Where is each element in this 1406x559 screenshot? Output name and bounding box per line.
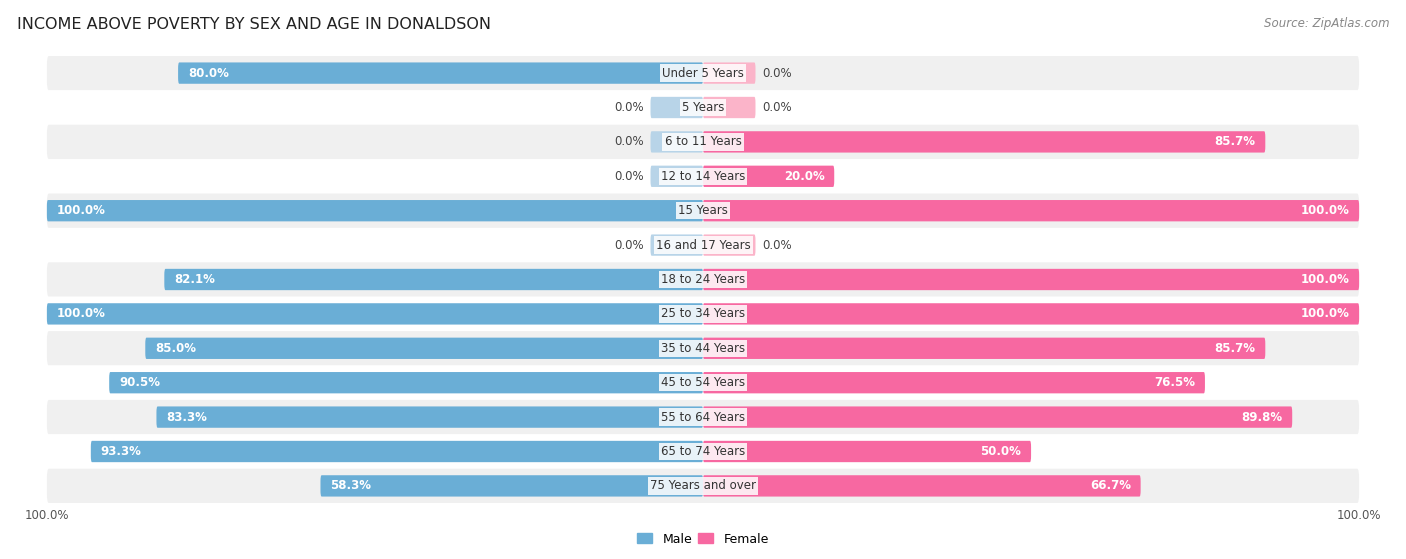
Text: 0.0%: 0.0% — [614, 135, 644, 148]
Text: INCOME ABOVE POVERTY BY SEX AND AGE IN DONALDSON: INCOME ABOVE POVERTY BY SEX AND AGE IN D… — [17, 17, 491, 32]
FancyBboxPatch shape — [703, 131, 1265, 153]
Text: Under 5 Years: Under 5 Years — [662, 67, 744, 79]
Text: 80.0%: 80.0% — [188, 67, 229, 79]
Text: 66.7%: 66.7% — [1090, 480, 1130, 492]
FancyBboxPatch shape — [651, 97, 703, 118]
FancyBboxPatch shape — [46, 125, 1360, 159]
Text: 0.0%: 0.0% — [762, 101, 792, 114]
FancyBboxPatch shape — [156, 406, 703, 428]
Text: 50.0%: 50.0% — [980, 445, 1021, 458]
FancyBboxPatch shape — [703, 303, 1360, 325]
Text: 89.8%: 89.8% — [1241, 411, 1282, 424]
Text: 58.3%: 58.3% — [330, 480, 371, 492]
FancyBboxPatch shape — [703, 269, 1360, 290]
FancyBboxPatch shape — [703, 165, 834, 187]
FancyBboxPatch shape — [651, 165, 703, 187]
FancyBboxPatch shape — [321, 475, 703, 496]
Text: 20.0%: 20.0% — [783, 170, 824, 183]
Text: 100.0%: 100.0% — [56, 204, 105, 217]
FancyBboxPatch shape — [703, 338, 1265, 359]
FancyBboxPatch shape — [46, 331, 1360, 366]
FancyBboxPatch shape — [46, 193, 1360, 228]
Text: Source: ZipAtlas.com: Source: ZipAtlas.com — [1264, 17, 1389, 30]
Text: 90.5%: 90.5% — [120, 376, 160, 389]
Text: 18 to 24 Years: 18 to 24 Years — [661, 273, 745, 286]
FancyBboxPatch shape — [145, 338, 703, 359]
FancyBboxPatch shape — [110, 372, 703, 394]
Text: 12 to 14 Years: 12 to 14 Years — [661, 170, 745, 183]
Text: 100.0%: 100.0% — [1301, 273, 1350, 286]
Text: 0.0%: 0.0% — [614, 170, 644, 183]
FancyBboxPatch shape — [46, 159, 1360, 193]
FancyBboxPatch shape — [46, 228, 1360, 262]
FancyBboxPatch shape — [46, 366, 1360, 400]
FancyBboxPatch shape — [46, 56, 1360, 91]
FancyBboxPatch shape — [46, 200, 703, 221]
FancyBboxPatch shape — [703, 97, 755, 118]
FancyBboxPatch shape — [703, 234, 755, 256]
FancyBboxPatch shape — [703, 200, 1360, 221]
FancyBboxPatch shape — [703, 475, 1140, 496]
Text: 100.0%: 100.0% — [1301, 204, 1350, 217]
Text: 76.5%: 76.5% — [1154, 376, 1195, 389]
Text: 85.0%: 85.0% — [155, 342, 195, 355]
FancyBboxPatch shape — [703, 441, 1031, 462]
Text: 35 to 44 Years: 35 to 44 Years — [661, 342, 745, 355]
FancyBboxPatch shape — [46, 400, 1360, 434]
FancyBboxPatch shape — [703, 63, 755, 84]
Text: 100.0%: 100.0% — [1301, 307, 1350, 320]
FancyBboxPatch shape — [651, 131, 703, 153]
Text: 75 Years and over: 75 Years and over — [650, 480, 756, 492]
Text: 85.7%: 85.7% — [1215, 135, 1256, 148]
Text: 0.0%: 0.0% — [762, 239, 792, 252]
Legend: Male, Female: Male, Female — [633, 528, 773, 551]
Text: 25 to 34 Years: 25 to 34 Years — [661, 307, 745, 320]
Text: 16 and 17 Years: 16 and 17 Years — [655, 239, 751, 252]
FancyBboxPatch shape — [165, 269, 703, 290]
Text: 0.0%: 0.0% — [762, 67, 792, 79]
FancyBboxPatch shape — [46, 468, 1360, 503]
FancyBboxPatch shape — [91, 441, 703, 462]
Text: 93.3%: 93.3% — [101, 445, 142, 458]
FancyBboxPatch shape — [46, 262, 1360, 297]
FancyBboxPatch shape — [46, 303, 703, 325]
Text: 15 Years: 15 Years — [678, 204, 728, 217]
Text: 5 Years: 5 Years — [682, 101, 724, 114]
FancyBboxPatch shape — [703, 406, 1292, 428]
Text: 55 to 64 Years: 55 to 64 Years — [661, 411, 745, 424]
FancyBboxPatch shape — [46, 91, 1360, 125]
FancyBboxPatch shape — [46, 297, 1360, 331]
Text: 83.3%: 83.3% — [166, 411, 207, 424]
FancyBboxPatch shape — [651, 234, 703, 256]
Text: 45 to 54 Years: 45 to 54 Years — [661, 376, 745, 389]
Text: 100.0%: 100.0% — [56, 307, 105, 320]
Text: 82.1%: 82.1% — [174, 273, 215, 286]
FancyBboxPatch shape — [179, 63, 703, 84]
FancyBboxPatch shape — [703, 372, 1205, 394]
Text: 0.0%: 0.0% — [614, 101, 644, 114]
FancyBboxPatch shape — [46, 434, 1360, 468]
Text: 6 to 11 Years: 6 to 11 Years — [665, 135, 741, 148]
Text: 65 to 74 Years: 65 to 74 Years — [661, 445, 745, 458]
Text: 85.7%: 85.7% — [1215, 342, 1256, 355]
Text: 0.0%: 0.0% — [614, 239, 644, 252]
